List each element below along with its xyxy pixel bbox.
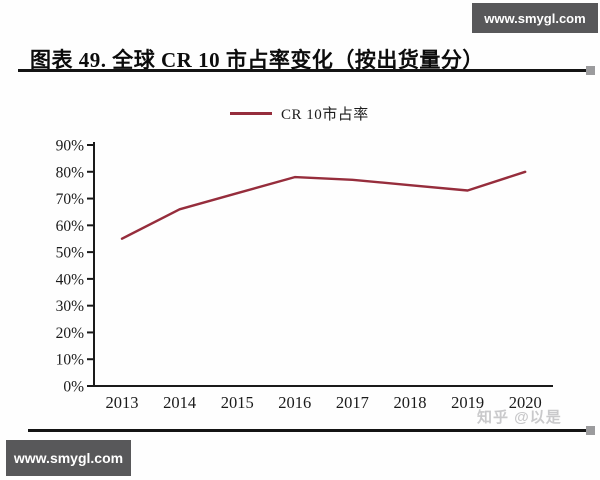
y-axis: 90% 80% 70% 60% 50% 40% 30% 20% 10% 0%	[56, 138, 94, 396]
y-tick-label: 90%	[56, 138, 85, 155]
title-rule-end-cap	[586, 66, 595, 75]
y-tick-label: 70%	[56, 191, 85, 208]
x-axis: 2013 2014 2015 2016 2017 2018 2019 2020	[106, 393, 542, 412]
x-tick-label: 2015	[221, 393, 254, 412]
watermark-top-right-text: www.smygl.com	[484, 10, 586, 26]
y-tick-label: 20%	[56, 325, 85, 342]
y-tick-label: 10%	[56, 352, 85, 369]
x-tick-label: 2013	[106, 393, 139, 412]
x-tick-label: 2020	[509, 393, 542, 412]
x-tick-label: 2017	[336, 393, 369, 412]
watermark-bottom-left-text: www.smygl.com	[13, 450, 124, 466]
x-tick-label: 2018	[394, 393, 427, 412]
y-tick-label: 50%	[56, 245, 85, 262]
y-tick-label: 30%	[56, 298, 85, 315]
y-tick-label: 40%	[56, 271, 85, 288]
x-tick-label: 2016	[278, 393, 311, 412]
chart: 90%80%70%60%50%40%30%20%10%0%2013 2014 201…	[56, 138, 553, 412]
y-tick-label: 80%	[56, 164, 85, 181]
legend-line-swatch	[230, 111, 272, 115]
bottom-rule-end-cap	[586, 426, 595, 435]
series-line	[120, 170, 527, 240]
zhihu-watermark: 知乎 @以是	[477, 409, 562, 426]
watermark-top-right: www.smygl.com	[472, 3, 598, 33]
chart-legend: CR 10市占率	[230, 103, 369, 123]
y-tick-label: 0%	[63, 379, 84, 396]
bottom-rule	[28, 429, 588, 432]
title-rule	[18, 69, 588, 72]
x-tick-label: 2019	[451, 393, 484, 412]
x-tick-label: 2014	[163, 393, 196, 412]
watermark-bottom-left: www.smygl.com	[6, 440, 131, 476]
legend-label: CR 10市占率	[281, 106, 369, 123]
figure-title: 图表 49. 全球 CR 10 市占率变化（按出货量分）	[30, 48, 484, 72]
y-tick-label: 60%	[56, 218, 85, 235]
